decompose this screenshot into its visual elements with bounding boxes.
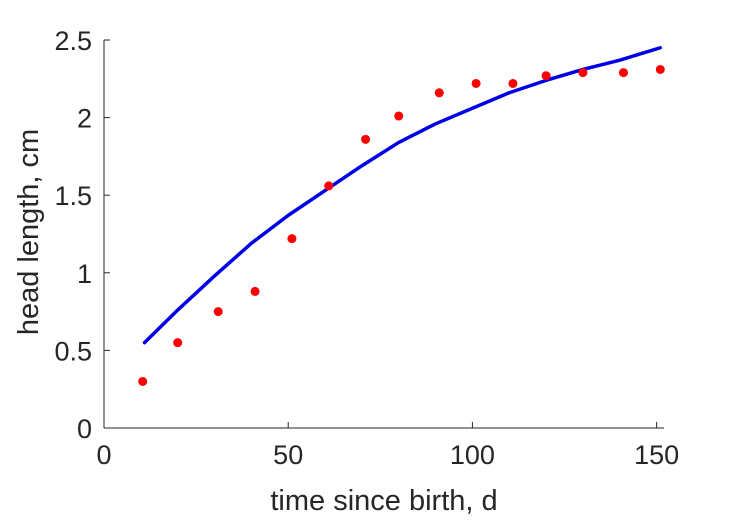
x-ticks: 0 50 100 150 (96, 422, 679, 470)
y-tick-label: 1.5 (54, 181, 92, 211)
data-point (618, 68, 628, 78)
data-point (173, 338, 183, 348)
data-point (394, 111, 404, 121)
data-point (324, 181, 334, 191)
data-point (361, 134, 371, 144)
y-tick-label: 2 (77, 104, 92, 134)
y-ticks: 0 0.5 1 1.5 2 2.5 (54, 26, 110, 444)
series (138, 46, 665, 386)
x-tick-label: 0 (96, 440, 111, 470)
data-point (434, 88, 444, 98)
y-tick-label: 1 (77, 259, 92, 289)
data-point (250, 286, 260, 296)
data-point (508, 78, 518, 88)
x-tick-label: 100 (450, 440, 495, 470)
data-point (213, 307, 223, 317)
y-tick-label: 0.5 (54, 336, 92, 366)
data-point (471, 78, 481, 88)
fit-curve (142, 46, 663, 345)
x-axis-title: time since birth, d (270, 485, 497, 517)
y-tick-label: 2.5 (54, 26, 92, 56)
x-tick-label: 150 (634, 440, 679, 470)
data-point (655, 64, 665, 74)
y-tick-label: 0 (77, 414, 92, 444)
y-axis-title: head length, cm (13, 129, 45, 335)
data-point (138, 376, 148, 386)
data-point (541, 71, 551, 81)
axes (103, 40, 664, 429)
data-point (287, 234, 297, 244)
x-tick-label: 50 (273, 440, 303, 470)
data-point (578, 68, 588, 78)
